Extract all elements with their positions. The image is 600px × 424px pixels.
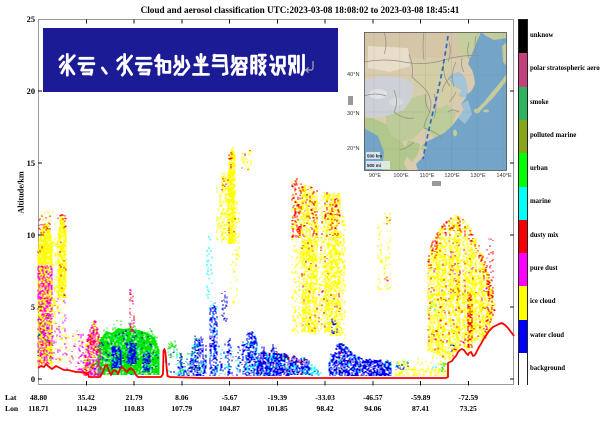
svg-text:500 km: 500 km	[367, 154, 382, 159]
svg-text:500 mi: 500 mi	[367, 163, 381, 168]
